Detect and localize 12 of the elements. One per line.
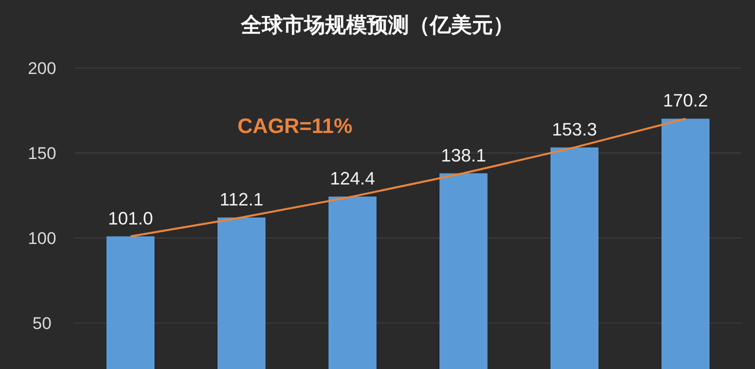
chart-title: 全球市场规模预测（亿美元） bbox=[240, 13, 514, 37]
y-tick-label: 100 bbox=[28, 229, 56, 248]
y-tick-label: 50 bbox=[32, 314, 52, 334]
data-label: 124.4 bbox=[330, 168, 376, 189]
y-tick-label: 200 bbox=[28, 59, 56, 78]
data-label: 138.1 bbox=[440, 145, 486, 166]
y-tick-label: 150 bbox=[28, 144, 56, 164]
data-label: 170.2 bbox=[662, 90, 708, 111]
data-label: 112.1 bbox=[220, 189, 264, 210]
annotation: CAGR=11% bbox=[238, 115, 353, 138]
data-label: 153.3 bbox=[552, 119, 598, 140]
data-label: 101.0 bbox=[108, 208, 154, 228]
